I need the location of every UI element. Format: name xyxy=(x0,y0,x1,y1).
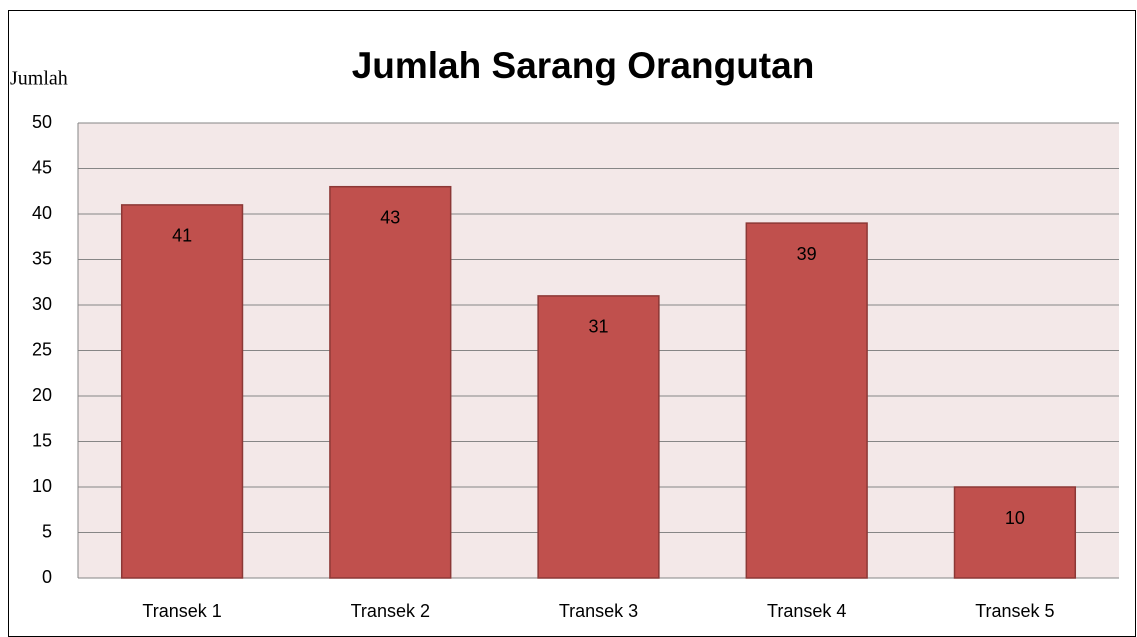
data-label: 10 xyxy=(1005,508,1025,528)
y-tick-label: 5 xyxy=(42,521,52,541)
y-tick-label: 40 xyxy=(32,203,52,223)
x-tick-label: Transek 3 xyxy=(559,601,638,621)
x-tick-label: Transek 5 xyxy=(975,601,1054,621)
y-tick-label: 45 xyxy=(32,157,52,177)
data-label: 41 xyxy=(172,226,192,246)
x-tick-label: Transek 4 xyxy=(767,601,846,621)
data-label: 43 xyxy=(380,207,400,227)
data-label: 31 xyxy=(588,317,608,337)
data-label: 39 xyxy=(797,244,817,264)
y-tick-label: 50 xyxy=(32,112,52,132)
y-tick-label: 25 xyxy=(32,339,52,359)
y-tick-label: 0 xyxy=(42,567,52,587)
y-tick-label: 15 xyxy=(32,430,52,450)
chart-title: Jumlah Sarang Orangutan xyxy=(352,45,815,86)
bar xyxy=(953,486,1077,579)
bar xyxy=(745,222,868,579)
bar xyxy=(537,295,660,579)
bar xyxy=(120,204,244,579)
y-tick-label: 20 xyxy=(32,385,52,405)
y-tick-label: 10 xyxy=(32,476,52,496)
x-tick-label: Transek 2 xyxy=(351,601,430,621)
y-tick-label: 30 xyxy=(32,294,52,314)
y-axis-label: Jumlah xyxy=(10,68,68,90)
bar xyxy=(329,185,452,579)
x-tick-label: Transek 1 xyxy=(142,601,221,621)
y-tick-label: 35 xyxy=(32,248,52,268)
